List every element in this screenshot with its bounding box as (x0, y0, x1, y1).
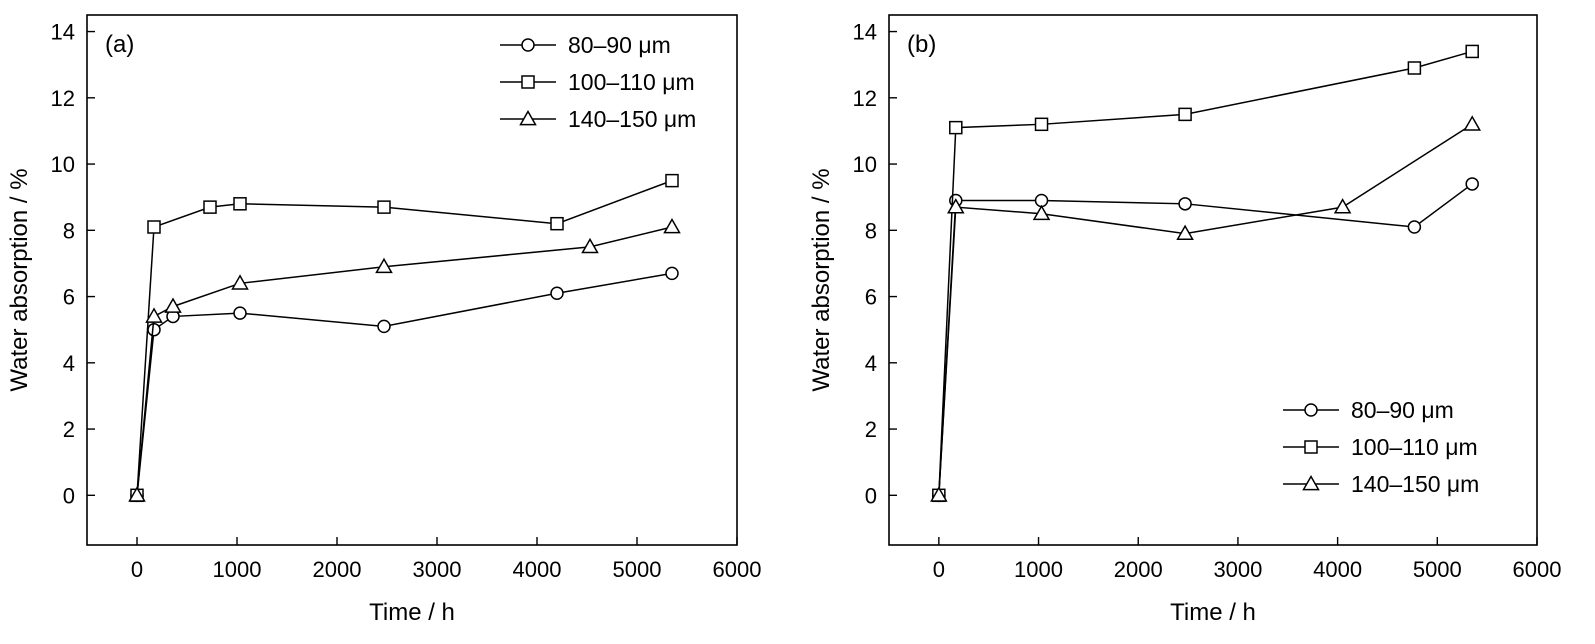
series-square (130, 173, 679, 503)
x-axis-label: Time / h (1170, 599, 1256, 626)
series-line (136, 179, 673, 496)
data-point-triangle (663, 217, 681, 234)
data-point-circle (147, 322, 161, 337)
y-axis-label: Water absorption / % (6, 168, 33, 391)
data-point-circle (1178, 197, 1192, 211)
y-tick-label: 14 (51, 20, 75, 45)
y-tick-label: 2 (865, 417, 877, 442)
series-triangle (930, 115, 1481, 502)
series-line (136, 272, 673, 496)
data-point-triangle (375, 257, 393, 274)
data-point-triangle (947, 198, 965, 214)
chart-panel-a: 0 1000 2000 3000 4000 5000 6000 0 2 4 6 8 10 12 14 Time… (6, 14, 762, 626)
plot-frame (888, 14, 1538, 546)
x-tick-label: 1000 (1014, 557, 1063, 582)
x-tick-label: 5000 (1413, 557, 1462, 582)
data-point-square (1407, 61, 1422, 75)
legend-label: 80–90 μm (1351, 397, 1454, 423)
x-tick-label: 3000 (1213, 557, 1262, 582)
y-tick-label: 2 (63, 417, 75, 442)
data-point-circle (233, 306, 247, 320)
y-tick-label: 0 (865, 483, 877, 508)
y-tick-label: 6 (63, 285, 75, 310)
x-tick-label: 6000 (1513, 557, 1562, 582)
y-tick-label: 8 (63, 218, 75, 243)
y-tick-label: 12 (853, 86, 877, 111)
y-tick-label: 6 (865, 285, 877, 310)
data-point-triangle (1176, 224, 1194, 240)
data-point-triangle (164, 297, 182, 313)
x-tick-label: 4000 (513, 557, 562, 582)
y-tick-label: 12 (51, 86, 75, 111)
y-tick-label: 8 (865, 218, 877, 243)
y-tick-label: 10 (853, 152, 877, 177)
y-tick-label: 0 (63, 483, 75, 508)
series-line (938, 50, 1473, 496)
data-point-square (665, 173, 679, 188)
series-line (938, 123, 1473, 496)
data-point-circle (665, 266, 679, 281)
series-line (136, 226, 673, 496)
legend-marker-square (521, 75, 535, 89)
y-tick-label: 4 (63, 351, 75, 376)
legend: 80–90 μm 100–110 μm 140–150 μm (500, 32, 696, 132)
data-point-square (233, 197, 247, 211)
series-circle (130, 266, 679, 503)
legend: 80–90 μm 100–110 μm 140–150 μm (1283, 397, 1479, 497)
y-axis-label: Water absorption / % (808, 168, 835, 391)
series-square (932, 44, 1479, 503)
x-tick-label: 3000 (413, 557, 462, 582)
data-point-triangle (231, 274, 249, 290)
data-point-square (1034, 117, 1049, 132)
data-point-circle (377, 319, 391, 334)
x-tick-label: 4000 (1313, 557, 1362, 582)
data-point-circle (1407, 220, 1422, 234)
chart-panel-b: 0 1000 2000 3000 4000 5000 6000 0 2 4 6 8 10 12 14 Time… (808, 14, 1562, 626)
data-point-triangle (581, 237, 599, 254)
legend-label: 80–90 μm (568, 32, 671, 58)
x-tick-label: 1000 (213, 557, 262, 582)
data-point-square (377, 200, 391, 214)
data-point-square (550, 216, 564, 231)
data-point-triangle (1333, 198, 1352, 214)
data-point-circle (1465, 177, 1479, 191)
data-point-circle (1034, 193, 1049, 208)
legend-marker-triangle (1302, 474, 1320, 491)
data-point-square (147, 220, 161, 234)
x-tick-label: 2000 (1114, 557, 1163, 582)
data-point-circle (550, 286, 564, 300)
series-triangle (128, 217, 681, 502)
y-tick-label: 14 (853, 20, 877, 45)
legend-marker-square (1304, 440, 1318, 454)
x-tick-label: 2000 (313, 557, 362, 582)
legend-label: 100–110 μm (1351, 434, 1478, 460)
panel-label: (b) (907, 31, 936, 58)
y-tick-label: 4 (865, 351, 877, 376)
panel-label: (a) (105, 31, 134, 58)
legend-marker-circle (1304, 403, 1318, 417)
x-tick-label: 0 (131, 557, 143, 582)
y-tick-label: 10 (51, 152, 75, 177)
data-point-square (1465, 44, 1479, 59)
x-tick-label: 6000 (713, 557, 762, 582)
data-point-square (949, 120, 963, 135)
plot-frame (86, 14, 738, 546)
legend-label: 140–150 μm (1351, 471, 1479, 497)
legend-label: 140–150 μm (568, 106, 696, 132)
data-point-triangle (1463, 115, 1481, 131)
legend-label: 100–110 μm (568, 69, 695, 95)
legend-marker-triangle (519, 109, 537, 126)
data-point-triangle (930, 486, 948, 502)
data-point-triangle (1032, 204, 1051, 221)
data-point-square (1178, 107, 1192, 122)
legend-marker-circle (521, 38, 535, 52)
data-point-triangle (128, 486, 146, 502)
data-point-triangle (145, 307, 163, 323)
x-axis-label: Time / h (369, 599, 455, 626)
data-point-square (203, 200, 217, 214)
x-tick-label: 5000 (613, 557, 662, 582)
x-tick-label: 0 (933, 557, 945, 582)
